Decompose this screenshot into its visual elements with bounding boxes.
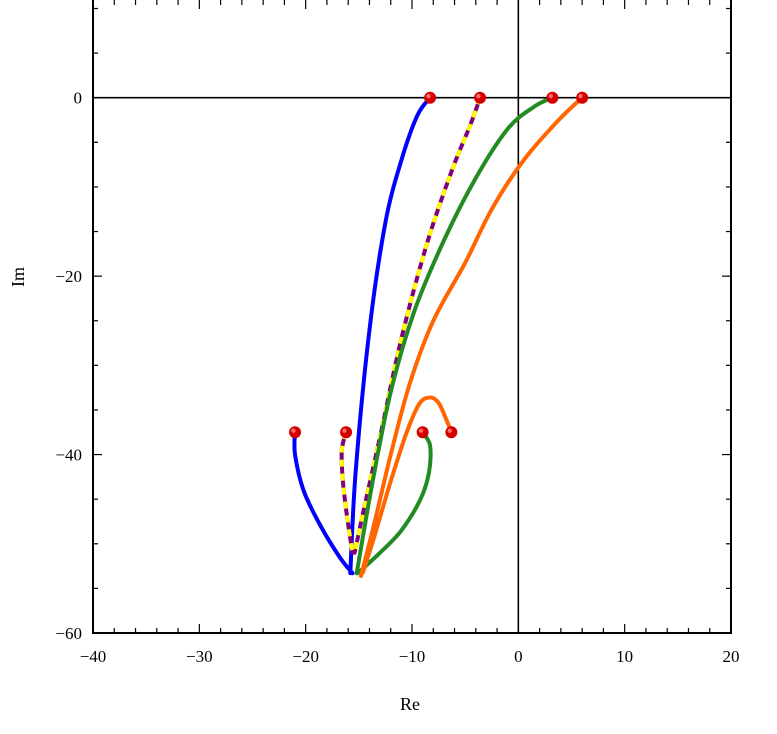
x-axis-title: Re [400, 694, 420, 714]
x-tick-label: −30 [186, 647, 213, 666]
y-tick-label: −40 [55, 446, 82, 465]
series-line-0 [348, 95, 433, 576]
pole-marker [576, 91, 589, 104]
pole-marker-highlight [548, 93, 553, 99]
y-tick-labels: −60 −40 −20 0 [55, 89, 82, 643]
series-line-5 [355, 430, 433, 576]
x-tick-label: 20 [723, 647, 740, 666]
tick-marks [92, 0, 732, 634]
series-line-7 [361, 395, 454, 575]
pole-marker-highlight [578, 93, 583, 99]
series-layer [292, 95, 585, 578]
pole-marker [424, 91, 437, 104]
marker-layer [289, 91, 589, 439]
pole-marker-highlight [426, 93, 431, 99]
y-tick-label: −60 [55, 624, 82, 643]
series-line-4 [354, 95, 555, 576]
x-tick-label: 0 [514, 647, 523, 666]
pole-marker [474, 91, 487, 104]
pole-marker-highlight [291, 428, 296, 433]
pole-marker-highlight [447, 428, 452, 433]
pole-marker-highlight [342, 428, 347, 433]
pole-marker [416, 426, 429, 439]
series-line-6 [359, 95, 585, 578]
x-tick-label: −10 [399, 647, 426, 666]
pole-marker [289, 426, 302, 439]
pole-marker [340, 426, 353, 439]
series-line-2-dash [352, 97, 482, 554]
y-tick-label: 0 [74, 89, 83, 108]
x-tick-label: −40 [80, 647, 107, 666]
pole-marker-highlight [476, 93, 481, 99]
x-tick-label: −20 [292, 647, 319, 666]
x-tick-labels: −40 −30 −20 −10 0 10 20 [80, 647, 740, 666]
series-line-3-dash [339, 431, 355, 554]
pole-marker [445, 426, 458, 439]
series-line-1 [292, 430, 355, 576]
y-axis-title: Im [8, 267, 28, 287]
series-line-3 [339, 430, 355, 555]
pole-marker-highlight [418, 428, 424, 433]
x-tick-label: 10 [616, 647, 633, 666]
y-tick-label: −20 [55, 267, 82, 286]
pole-marker [546, 91, 559, 104]
